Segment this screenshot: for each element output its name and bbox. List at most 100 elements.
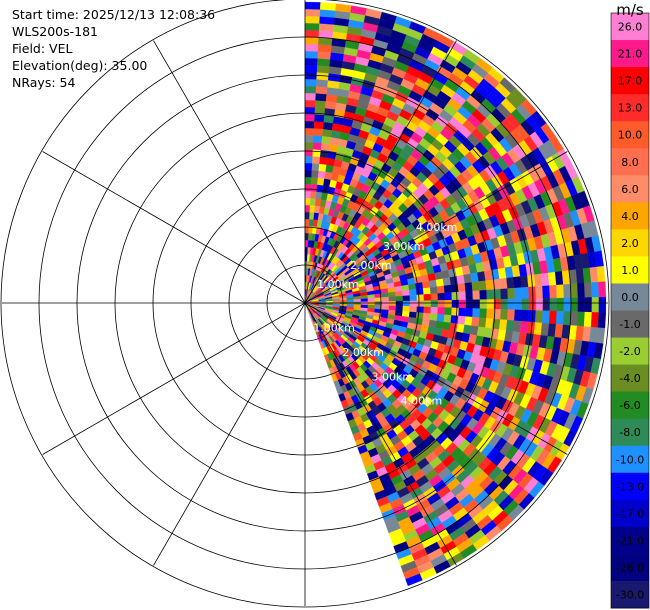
colorbar-segment: [611, 229, 649, 257]
velocity-gate: [314, 114, 325, 123]
velocity-gate: [304, 183, 312, 192]
velocity-gate: [304, 85, 317, 94]
velocity-gate: [500, 309, 509, 321]
velocity-gate: [317, 44, 332, 53]
velocity-gate: [479, 289, 488, 300]
velocity-gate: [423, 293, 432, 301]
velocity-gate: [319, 16, 335, 25]
velocity-gate: [479, 299, 488, 310]
velocity-gate: [388, 296, 397, 302]
velocity-gate: [458, 291, 467, 301]
velocity-gate: [395, 300, 404, 307]
velocity-gate: [485, 279, 494, 291]
velocity-gate: [555, 310, 565, 325]
colorbar-segment: [611, 445, 649, 474]
azimuth-spoke: [153, 302, 306, 566]
velocity-gate: [319, 156, 328, 165]
velocity-gate: [464, 282, 473, 292]
velocity-gate: [521, 309, 530, 322]
range-ring: [0, 0, 610, 608]
velocity-gate: [320, 142, 331, 152]
azimuth-spoke: [304, 151, 568, 304]
azimuth-spoke: [42, 151, 306, 304]
velocity-gate: [304, 22, 320, 31]
velocity-gate: [472, 290, 481, 300]
velocity-gate: [450, 283, 459, 293]
colorbar-segment: [611, 283, 649, 311]
velocity-gate: [570, 297, 579, 312]
colorbar-tick-label: 13.0: [618, 102, 643, 115]
azimuth-spoke: [153, 40, 306, 304]
velocity-gate: [444, 299, 453, 308]
velocity-gate: [381, 305, 390, 311]
velocity-gate: [534, 273, 543, 287]
colorbar-tick-label: -8.0: [619, 426, 640, 439]
velocity-gate: [304, 239, 309, 248]
velocity-gate: [478, 280, 487, 291]
range-label: 3.00km: [372, 370, 414, 383]
velocity-gate: [486, 299, 495, 310]
velocity-gate: [304, 36, 319, 45]
velocity-gate: [304, 134, 314, 143]
colorbar-segment: [611, 121, 649, 149]
velocity-gate: [577, 297, 586, 313]
velocity-gate: [486, 289, 495, 300]
velocity-gate: [436, 285, 445, 294]
velocity-gate: [456, 274, 465, 285]
velocity-gate: [304, 57, 318, 66]
velocity-gate: [310, 177, 319, 185]
velocity-gate: [478, 317, 487, 328]
azimuth-spoke: [304, 302, 568, 455]
velocity-gate: [312, 149, 322, 157]
velocity-gate: [316, 65, 330, 74]
velocity-gate: [332, 300, 341, 303]
velocity-gate: [321, 135, 332, 145]
velocity-gate: [442, 321, 451, 331]
polar-grid: [0, 0, 610, 608]
velocity-gate: [577, 282, 586, 298]
velocity-gate: [312, 142, 322, 150]
range-label: 3.00km: [383, 240, 425, 253]
velocity-gate: [304, 8, 321, 17]
colorbar-tick-label: -21.0: [616, 534, 644, 547]
velocity-gate: [304, 127, 315, 136]
velocity-gate: [583, 311, 593, 328]
velocity-gate: [584, 282, 593, 298]
velocity-gate: [304, 29, 320, 38]
velocity-gate: [402, 300, 411, 307]
velocity-gate: [304, 169, 313, 178]
velocity-gate: [339, 299, 348, 303]
colorbar-tick-label: 2.0: [621, 237, 639, 250]
colorbar-tick-label: -10.0: [616, 453, 644, 466]
colorbar-tick-label: -4.0: [619, 372, 640, 385]
velocity-gate: [450, 315, 459, 325]
velocity-gate: [304, 1, 321, 10]
velocity-gate: [360, 301, 369, 306]
colorbar-tick-label: 10.0: [618, 129, 643, 142]
colorbar-segment: [611, 202, 649, 230]
velocity-gate: [309, 204, 316, 213]
velocity-gate: [318, 163, 327, 172]
velocity-gate: [381, 296, 390, 302]
velocity-gate: [514, 287, 523, 300]
velocity-gate: [598, 281, 607, 298]
velocity-gate: [519, 321, 529, 334]
velocity-gate: [304, 120, 315, 129]
velocity-gate: [535, 285, 544, 299]
velocity-gate: [458, 299, 467, 309]
velocity-gate: [563, 283, 572, 299]
velocity-gate: [500, 298, 509, 310]
plot-info: Start time: 2025/12/13 12:08:36 WLS200s-…: [12, 6, 215, 91]
velocity-gate: [304, 218, 310, 227]
velocity-gate: [310, 190, 317, 199]
velocity-gate: [449, 276, 459, 286]
velocity-gate: [415, 288, 424, 296]
colorbar-segment: [611, 418, 649, 447]
velocity-gate: [367, 297, 376, 302]
range-label: 4.00km: [401, 395, 443, 408]
velocity-gate: [449, 322, 458, 332]
velocity-gate: [457, 315, 466, 325]
colorbar-segment: [611, 553, 649, 582]
velocity-gate: [322, 121, 334, 131]
velocity-gate: [388, 301, 397, 307]
